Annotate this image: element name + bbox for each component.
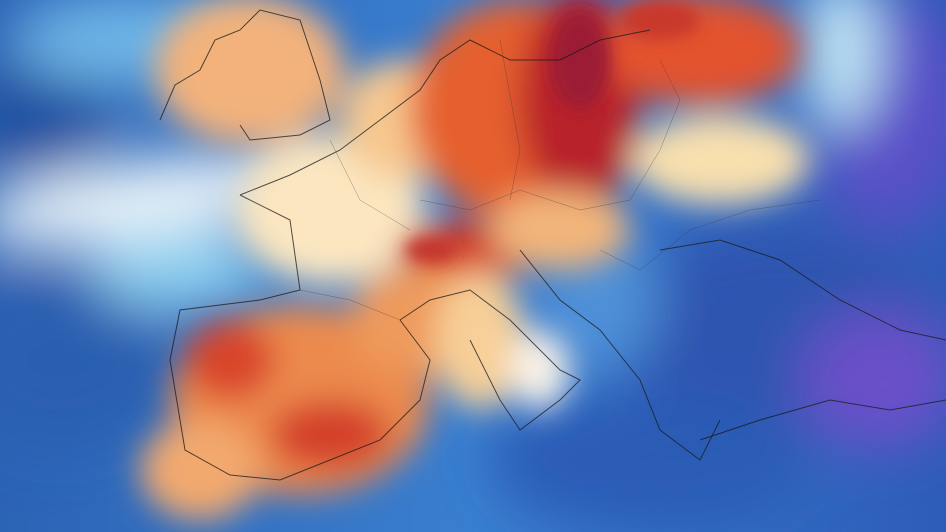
coastlines — [159, 9, 946, 481]
hot-spots — [405, 0, 700, 262]
borders — [299, 39, 821, 321]
